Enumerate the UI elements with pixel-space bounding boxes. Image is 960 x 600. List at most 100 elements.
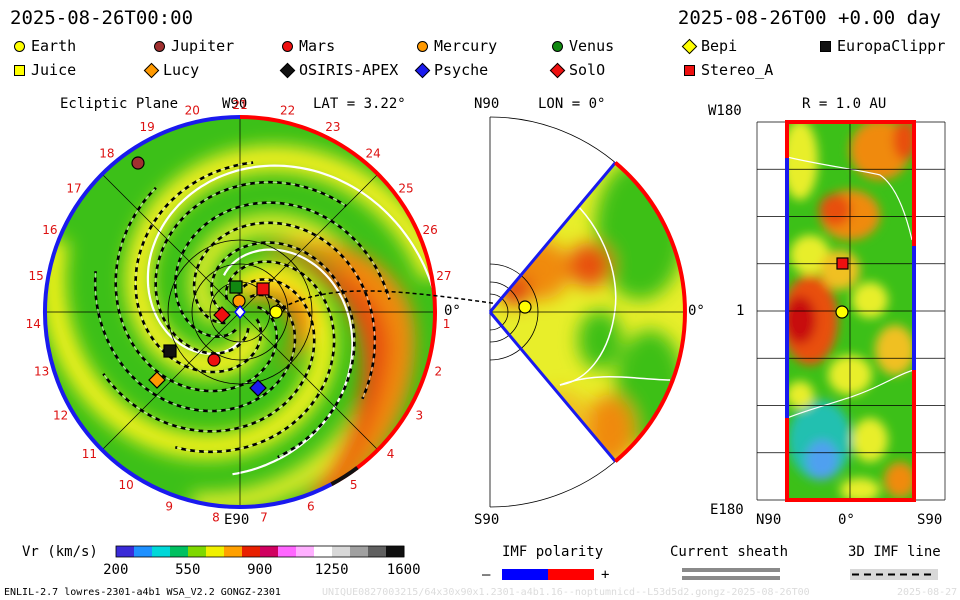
ecliptic-imf-spiral-light xyxy=(174,202,390,338)
ecliptic-tick-label: 4 xyxy=(387,447,395,461)
ecliptic-tick-label: 8 xyxy=(212,511,220,525)
sphere-stereo-a-marker xyxy=(836,257,849,270)
colorbar-swatch xyxy=(386,546,405,557)
colorbar-swatch xyxy=(134,546,153,557)
ecliptic-imf-spiral xyxy=(175,260,336,454)
ecliptic-bottom-label: E90 xyxy=(224,512,250,528)
ecliptic-polarity-ring xyxy=(43,115,437,509)
ecliptic-ring-sheath xyxy=(330,466,359,486)
ecliptic-lat-label: LAT = 3.22° xyxy=(313,96,406,112)
legend-mars-marker xyxy=(282,41,293,52)
legend-europaclippr-marker xyxy=(820,41,831,52)
datetime-right: 2025-08-26T00 +0.00 day xyxy=(677,7,941,29)
sphere-blob xyxy=(852,418,888,462)
earth-connector-line xyxy=(275,290,521,312)
sphere-mid-label: 1 xyxy=(736,303,745,319)
mer-green-a xyxy=(595,162,685,300)
ecliptic-grid-ray xyxy=(101,173,241,313)
colorbar xyxy=(115,545,405,558)
meridional-right-label: 0° xyxy=(688,303,705,319)
ecliptic-imf-spiral xyxy=(102,278,316,433)
legend-jupiter-marker xyxy=(154,41,165,52)
ecliptic-grid-ray xyxy=(239,311,379,451)
footer-stamp: 2025-08-27 xyxy=(897,587,958,598)
sphere-blob xyxy=(819,194,851,226)
sphere-blob xyxy=(787,296,816,344)
ecliptic-tick-label: 13 xyxy=(34,364,49,378)
ecliptic-tick-label: 18 xyxy=(99,146,114,160)
imf-plus-label: + xyxy=(601,567,610,583)
ecliptic-tick-label: 25 xyxy=(398,181,413,195)
meridional-lon-label: LON = 0° xyxy=(538,96,606,112)
legend-stereo-a-marker xyxy=(684,65,695,76)
europa-clipper-marker xyxy=(163,344,177,358)
sphere-earth-marker xyxy=(835,305,849,319)
ecliptic-tick-label: 2 xyxy=(434,364,442,378)
colorbar-tick-label: 200 xyxy=(103,562,129,578)
ecliptic-tick-label: 7 xyxy=(260,511,268,525)
sphere-blob xyxy=(787,381,814,409)
colorbar-frame xyxy=(115,545,405,558)
ecliptic-imf-spiral xyxy=(154,180,348,355)
ecliptic-ring-negative xyxy=(43,115,333,509)
legend-earth-marker xyxy=(14,41,25,52)
ecliptic-tick-label: 10 xyxy=(119,478,134,492)
ecliptic-tick-label: 6 xyxy=(307,500,315,514)
colorbar-tick-label: 1250 xyxy=(314,562,349,578)
sun-marker xyxy=(234,304,246,320)
colorbar-swatch xyxy=(296,546,315,557)
ecliptic-tick-label: 11 xyxy=(82,447,97,461)
ecliptic-tick-label: 22 xyxy=(280,104,295,118)
ecliptic-tick-label: 1 xyxy=(443,317,451,331)
mer-earth-marker xyxy=(518,300,532,314)
ecliptic-tick-label: 20 xyxy=(185,104,200,118)
ecliptic-tick-label: 3 xyxy=(415,409,423,423)
ecliptic-tick-label: 16 xyxy=(42,223,57,237)
ecliptic-tick-label: 5 xyxy=(350,478,358,492)
imf-line-title: 3D IMF line xyxy=(848,544,941,560)
sphere-top-left-label: W180 xyxy=(708,103,742,119)
mercury-marker xyxy=(232,294,246,308)
mer-edge-upper xyxy=(488,161,617,313)
colorbar-swatch xyxy=(206,546,225,557)
ecliptic-tick-label: 27 xyxy=(436,269,451,283)
colorbar-swatch xyxy=(350,546,369,557)
ecliptic-imf-spiral-light xyxy=(211,242,355,458)
ecliptic-imf-spiral-light xyxy=(102,279,315,432)
datetime-left: 2025-08-26T00:00 xyxy=(10,7,194,29)
venus-marker xyxy=(229,280,243,294)
ecliptic-yellow-band xyxy=(125,145,435,378)
colorbar-tick-label: 900 xyxy=(247,562,273,578)
sphere-x-label-n90: N90 xyxy=(756,512,782,528)
solo-marker xyxy=(213,306,231,324)
stereo-a-marker xyxy=(256,282,270,296)
legend-earth-label: Earth xyxy=(31,37,77,55)
ecliptic-imf-spiral xyxy=(114,186,278,393)
legend-lucy-label: Lucy xyxy=(163,61,200,79)
ecliptic-top-label: W90 xyxy=(222,96,248,112)
current-sheath-line-a xyxy=(682,568,780,572)
mer-red-a xyxy=(568,243,612,287)
meridional-grid xyxy=(488,116,687,508)
mer-edge-lower xyxy=(488,311,617,463)
legend-solo-label: SolO xyxy=(569,61,606,79)
colorbar-tick-label: 550 xyxy=(175,562,201,578)
sphere-blob xyxy=(790,235,830,275)
ecliptic-tick-label: 15 xyxy=(28,269,43,283)
colorbar-swatch xyxy=(260,546,279,557)
meridional-bottom-label: S90 xyxy=(474,512,500,528)
legend-mercury-marker xyxy=(417,41,428,52)
legend-osiris-apex-label: OSIRIS-APEX xyxy=(299,61,399,79)
sphere-x-label-s90: S90 xyxy=(917,512,943,528)
legend-mercury-label: Mercury xyxy=(434,37,498,55)
sphere-blob xyxy=(884,462,914,498)
sphere-blob xyxy=(852,282,888,318)
mars-marker xyxy=(207,353,221,367)
ecliptic-ring-positive xyxy=(239,115,437,486)
ecliptic-tick-label: 24 xyxy=(365,146,380,160)
psyche-marker xyxy=(249,379,267,397)
ecliptic-tick-label: 23 xyxy=(325,120,340,134)
imf-polarity-positive xyxy=(548,569,594,580)
